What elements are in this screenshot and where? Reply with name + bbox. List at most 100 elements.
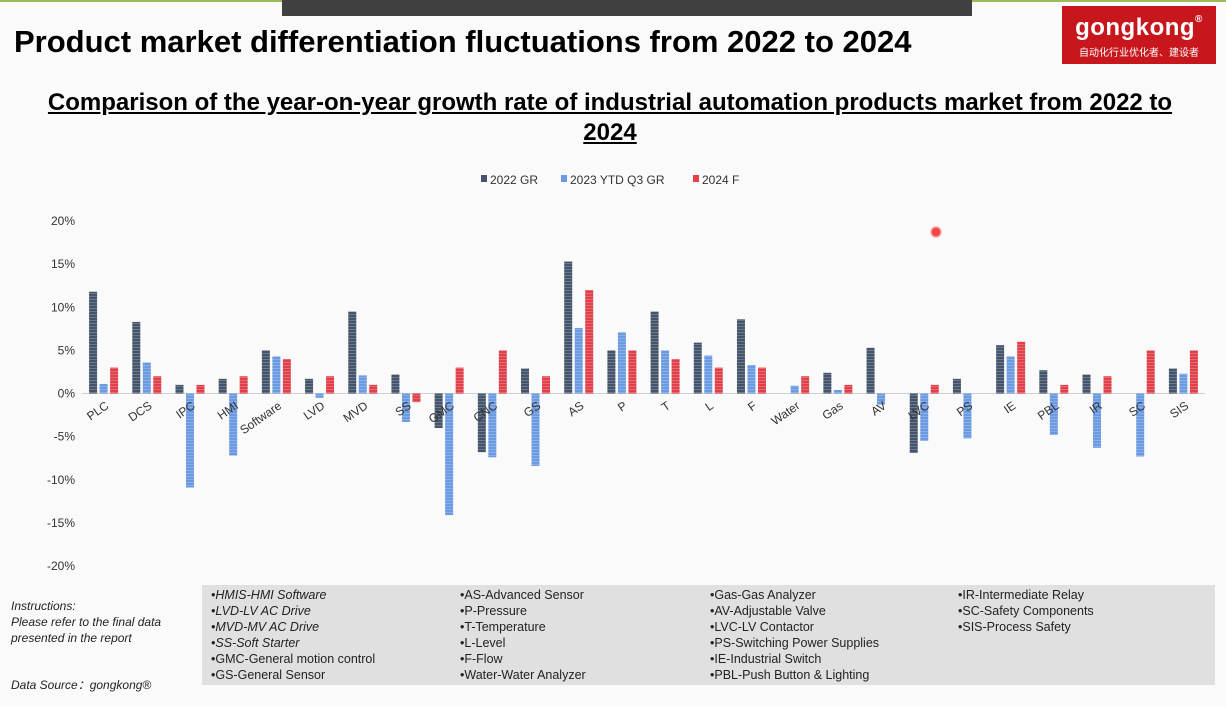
- x-category-label: SC: [1126, 398, 1148, 419]
- logo-registered-mark: ®: [1195, 14, 1203, 25]
- bar-l-2022: [693, 342, 702, 394]
- abbreviation-item: •F-Flow: [460, 652, 503, 666]
- abbreviation-item: •MVD-MV AC Drive: [211, 620, 320, 634]
- y-tick-label: -15%: [47, 516, 75, 530]
- y-tick-label: 20%: [51, 214, 75, 228]
- bar-software-2024: [282, 359, 291, 394]
- bar-p-2023: [617, 332, 626, 394]
- bar-plc-2023: [99, 384, 108, 394]
- cursor-pointer-icon: [930, 226, 942, 238]
- bar-as-2023: [574, 327, 583, 394]
- legend-label: 2022 GR: [490, 173, 538, 187]
- bar-av-2023: [877, 393, 886, 405]
- bar-f-2022: [736, 319, 745, 394]
- abbreviation-item: •GS-General Sensor: [211, 668, 326, 682]
- y-tick-label: 10%: [51, 300, 75, 314]
- bar-software-2023: [272, 356, 281, 394]
- bar-software-2022: [261, 350, 270, 394]
- x-category-label: SS: [393, 398, 414, 419]
- bar-sc-2023: [1136, 393, 1145, 457]
- bar-ir-2022: [1082, 374, 1091, 394]
- bar-cnc-2023: [488, 393, 497, 458]
- bar-gs-2023: [531, 393, 540, 466]
- x-category-label: MVD: [341, 398, 371, 425]
- y-tick-label: 5%: [58, 343, 76, 357]
- bar-water-2024: [801, 376, 810, 394]
- bar-dcs-2023: [142, 362, 151, 394]
- bar-gs-2024: [542, 376, 551, 394]
- x-category-label: DCS: [126, 398, 155, 424]
- bar-lvd-2023: [315, 393, 324, 398]
- bar-as-2024: [585, 290, 594, 394]
- bar-as-2022: [564, 261, 573, 394]
- bar-chart: 2022 GR 2023 YTD Q3 GR 2024 F 20% 15% 10% 5% 0%…: [47, 173, 1205, 573]
- x-category-label: Software: [237, 398, 284, 437]
- bar-water-2023: [790, 385, 799, 394]
- x-category-label: L: [703, 398, 717, 413]
- bar-sc-2024: [1146, 350, 1155, 394]
- bar-gas-2023: [833, 390, 842, 394]
- bar-ps-2022: [952, 378, 961, 394]
- gongkong-logo: gongkong® 自动化行业优化者、建设者: [1062, 6, 1216, 64]
- abbreviation-item: •HMIS-HMI Software: [211, 588, 327, 602]
- bar-hmi-2024: [239, 376, 248, 394]
- x-category-label: IE: [1001, 398, 1018, 416]
- bar-dcs-2022: [132, 321, 141, 394]
- logo-slogan: 自动化行业优化者、建设者: [1079, 48, 1199, 59]
- x-category-label: PS: [954, 398, 975, 419]
- abbreviation-column: •Gas-Gas Analyzer •AV-Adjustable Valve •…: [710, 587, 879, 683]
- bar-gmc-2023: [445, 393, 454, 516]
- bar-mvd-2022: [348, 311, 357, 394]
- x-category-label: GS: [521, 398, 543, 419]
- y-tick-label: 0%: [58, 387, 76, 401]
- bar-lvd-2024: [326, 376, 335, 394]
- abbreviation-item: •Water-Water Analyzer: [460, 668, 586, 682]
- bar-gmc-2022: [434, 393, 443, 428]
- bar-av-2022: [866, 347, 875, 394]
- bar-hmi-2023: [229, 393, 238, 456]
- x-category-label: IR: [1087, 398, 1105, 417]
- bar-ss-2022: [391, 374, 400, 394]
- bar-pbl-2024: [1060, 384, 1069, 394]
- x-category-label: Water: [769, 398, 803, 428]
- bar-lvd-2022: [305, 378, 314, 394]
- y-tick-label: -5%: [54, 430, 76, 444]
- abbreviation-item: •T-Temperature: [460, 620, 546, 634]
- bar-gs-2022: [521, 368, 530, 394]
- data-source: Data Source：gongkong®: [11, 678, 152, 692]
- top-banner-bar: [282, 0, 972, 16]
- y-tick-label: -10%: [47, 473, 75, 487]
- bar-dcs-2024: [153, 376, 162, 394]
- abbreviation-item: •SC-Safety Components: [958, 604, 1094, 618]
- bar-t-2022: [650, 311, 659, 394]
- x-category-label: T: [659, 398, 674, 414]
- bar-t-2023: [661, 350, 670, 394]
- x-category-label: LVD: [301, 398, 328, 423]
- abbreviation-legend: •HMIS-HMI Software •LVD-LV AC Drive •MVD…: [202, 585, 1215, 685]
- abbreviation-item: •PBL-Push Button & Lighting: [710, 668, 870, 682]
- bar-pbl-2022: [1039, 370, 1048, 394]
- bar-plc-2024: [110, 367, 119, 394]
- abbreviation-item: •IR-Intermediate Relay: [958, 588, 1084, 602]
- abbreviation-column: •IR-Intermediate Relay •SC-Safety Compon…: [958, 587, 1094, 635]
- bar-ipc-2024: [196, 384, 205, 394]
- bar-ie-2022: [996, 345, 1005, 394]
- abbreviation-column: •HMIS-HMI Software •LVD-LV AC Drive •MVD…: [211, 587, 375, 683]
- abbreviation-item: •LVC-LV Contactor: [710, 620, 814, 634]
- bar-cnc-2024: [498, 350, 507, 394]
- bar-f-2023: [747, 365, 756, 394]
- abbreviation-item: •SIS-Process Safety: [958, 620, 1071, 634]
- instructions-line: Instructions:: [11, 599, 76, 613]
- y-tick-label: -20%: [47, 559, 75, 573]
- bar-plc-2022: [89, 291, 98, 394]
- bar-lvc-2022: [909, 393, 918, 454]
- instructions-note: Instructions: Please refer to the final …: [11, 598, 161, 646]
- bar-ss-2024: [412, 393, 421, 403]
- bar-ipc-2023: [185, 393, 194, 488]
- abbreviation-item: •AV-Adjustable Valve: [710, 604, 826, 618]
- abbreviation-column: •AS-Advanced Sensor •P-Pressure •T-Tempe…: [460, 587, 586, 683]
- bar-f-2024: [757, 367, 766, 394]
- bar-p-2022: [607, 350, 616, 394]
- abbreviation-item: •GMC-General motion control: [211, 652, 376, 666]
- bar-lvc-2024: [930, 384, 939, 394]
